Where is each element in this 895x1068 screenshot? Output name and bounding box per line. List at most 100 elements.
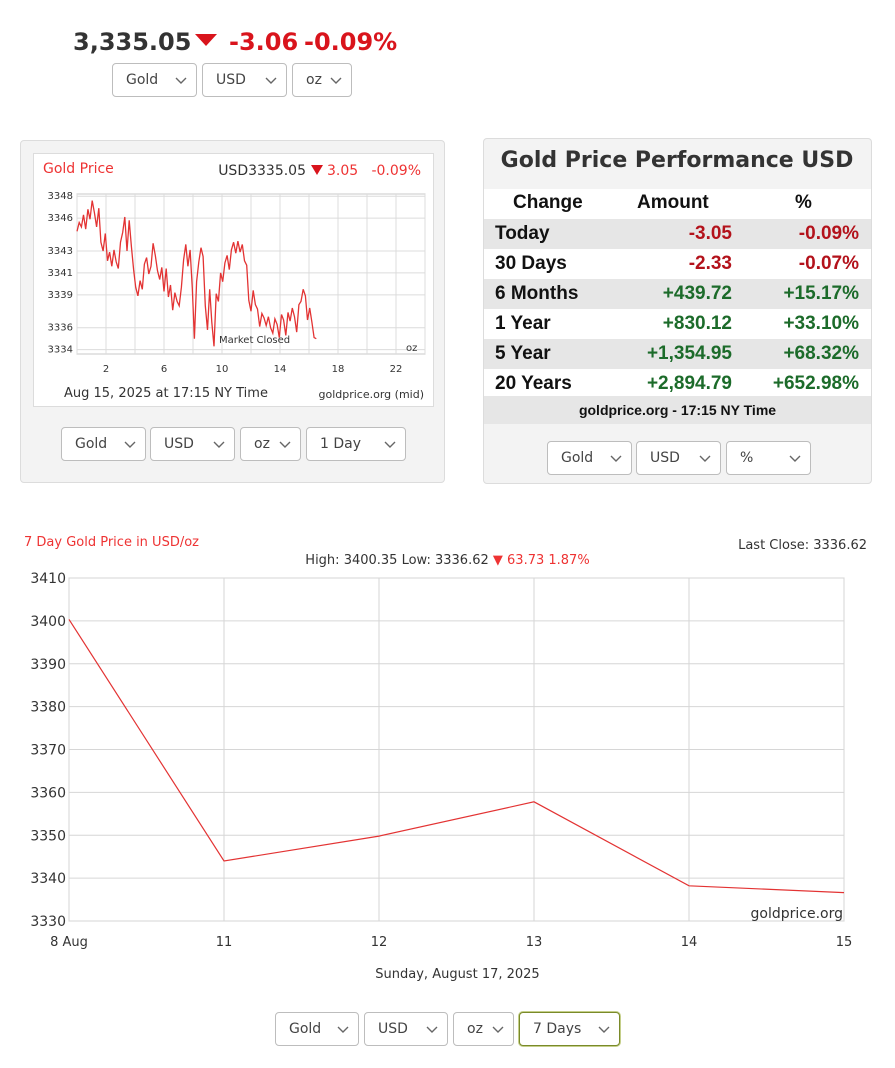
y-tick-label: 3343 <box>48 246 73 257</box>
day-metal-value: Gold <box>75 436 108 452</box>
x-tick-label: 14 <box>274 364 287 375</box>
header-metal-select[interactable]: Gold <box>112 63 197 97</box>
day-chart-series-line <box>76 200 317 347</box>
header-unit-select[interactable]: oz <box>292 63 352 97</box>
header-price: 3,335.05 <box>73 28 192 56</box>
column-header-amount: Amount <box>637 192 709 213</box>
y-tick-label: 3339 <box>48 290 73 301</box>
day-chart-y-ticks: 3348 3346 3343 3341 3339 3336 3334 <box>48 191 73 355</box>
chevron-down-icon <box>279 441 291 448</box>
week-chart-date: Sunday, August 17, 2025 <box>375 967 540 982</box>
day-chart-title: Gold Price <box>43 161 114 177</box>
day-chart-timestamp: Aug 15, 2025 at 17:15 NY Time <box>64 386 268 401</box>
percent-cell: +33.10% <box>783 313 859 334</box>
amount-cell: +830.12 <box>662 313 732 334</box>
performance-title: Gold Price Performance USD <box>500 148 854 173</box>
x-tick-label: 10 <box>216 364 229 375</box>
chevron-down-icon <box>598 1026 610 1033</box>
down-triangle-icon <box>195 34 217 46</box>
last-close: Last Close: 3336.62 <box>738 538 867 553</box>
perf-currency-select[interactable]: USD <box>636 441 721 475</box>
chevron-down-icon <box>124 441 136 448</box>
day-range-value: 1 Day <box>320 436 362 452</box>
period-cell: 30 Days <box>495 253 567 274</box>
week-chart-watermark: goldprice.org <box>751 906 843 922</box>
y-tick-label: 3410 <box>30 571 66 587</box>
week-range-value: 7 Days <box>533 1021 582 1037</box>
y-tick-label: 3346 <box>48 213 73 224</box>
header-percent: -0.09% <box>304 28 398 56</box>
table-row: 30 Days -2.33 -0.07% <box>484 249 871 279</box>
column-header-percent: % <box>795 192 812 213</box>
chevron-down-icon <box>213 441 225 448</box>
percent-cell: -0.09% <box>798 223 859 244</box>
week-unit-value: oz <box>467 1021 483 1037</box>
chevron-down-icon <box>426 1026 438 1033</box>
chevron-down-icon <box>337 1026 349 1033</box>
day-metal-select[interactable]: Gold <box>61 427 146 461</box>
perf-metal-value: Gold <box>561 450 594 466</box>
header-unit-value: oz <box>306 72 322 88</box>
day-chart-change: 3.05 <box>327 163 358 179</box>
percent-cell: +68.32% <box>783 343 859 364</box>
period-cell: 20 Years <box>495 373 572 394</box>
week-currency-select[interactable]: USD <box>364 1012 448 1046</box>
table-row: 6 Months +439.72 +15.17% <box>484 279 871 309</box>
week-chart-y-ticks: 3410 3400 3390 3380 3370 3360 3350 3340 3330 <box>30 571 66 930</box>
day-chart-grid <box>76 193 426 355</box>
amount-cell: +2,894.79 <box>646 373 732 394</box>
perf-mode-value: % <box>740 450 754 466</box>
y-tick-label: 3370 <box>30 743 66 759</box>
x-tick-label: 14 <box>681 935 698 950</box>
perf-metal-select[interactable]: Gold <box>547 441 632 475</box>
week-chart-series-line <box>68 619 845 894</box>
day-range-select[interactable]: 1 Day <box>306 427 406 461</box>
day-chart-unit: oz <box>406 343 417 354</box>
week-chart-x-ticks: 8 Aug 11 12 13 14 15 <box>50 935 852 950</box>
y-tick-label: 3400 <box>30 614 66 630</box>
y-tick-label: 3341 <box>48 268 73 279</box>
down-triangle-icon <box>311 165 323 175</box>
percent-cell: +652.98% <box>772 373 859 394</box>
day-chart-quote: USD3335.05 <box>218 163 306 179</box>
y-tick-label: 3350 <box>30 828 66 844</box>
week-unit-select[interactable]: oz <box>453 1012 514 1046</box>
chevron-down-icon <box>265 77 277 84</box>
y-tick-label: 3336 <box>48 323 73 334</box>
day-unit-select[interactable]: oz <box>240 427 301 461</box>
chevron-down-icon <box>699 455 711 462</box>
x-tick-label: 12 <box>371 935 388 950</box>
x-tick-label: 18 <box>332 364 345 375</box>
day-currency-select[interactable]: USD <box>150 427 235 461</box>
y-tick-label: 3360 <box>30 785 66 801</box>
chevron-down-icon <box>384 441 396 448</box>
x-tick-label: 15 <box>836 935 853 950</box>
table-row: 5 Year +1,354.95 +68.32% <box>484 339 871 369</box>
week-chart-title: 7 Day Gold Price in USD/oz <box>24 535 199 550</box>
x-tick-label: 22 <box>390 364 403 375</box>
y-tick-label: 3330 <box>30 914 66 930</box>
period-cell: 6 Months <box>495 283 579 304</box>
perf-mode-select[interactable]: % <box>726 441 811 475</box>
y-tick-label: 3334 <box>48 345 73 356</box>
week-range-select[interactable]: 7 Days <box>519 1012 620 1046</box>
chevron-down-icon <box>492 1026 504 1033</box>
header-metal-value: Gold <box>126 72 159 88</box>
header-currency-select[interactable]: USD <box>202 63 287 97</box>
day-chart-percent: -0.09% <box>371 163 421 179</box>
week-change-text: 63.73 1.87% <box>507 553 590 568</box>
chevron-down-icon <box>789 455 801 462</box>
market-status: Market Closed <box>219 335 290 346</box>
week-currency-value: USD <box>378 1021 408 1037</box>
perf-currency-value: USD <box>650 450 680 466</box>
week-metal-select[interactable]: Gold <box>275 1012 359 1046</box>
amount-cell: +1,354.95 <box>646 343 732 364</box>
down-triangle-icon: ▼ <box>492 553 503 568</box>
x-tick-label: 8 Aug <box>50 935 88 950</box>
period-cell: Today <box>495 223 550 244</box>
week-metal-value: Gold <box>289 1021 322 1037</box>
x-tick-label: 13 <box>526 935 543 950</box>
amount-cell: -3.05 <box>688 223 732 244</box>
performance-footer: goldprice.org - 17:15 NY Time <box>484 396 871 424</box>
high-low-text: High: 3400.35 Low: 3336.62 <box>305 553 489 568</box>
